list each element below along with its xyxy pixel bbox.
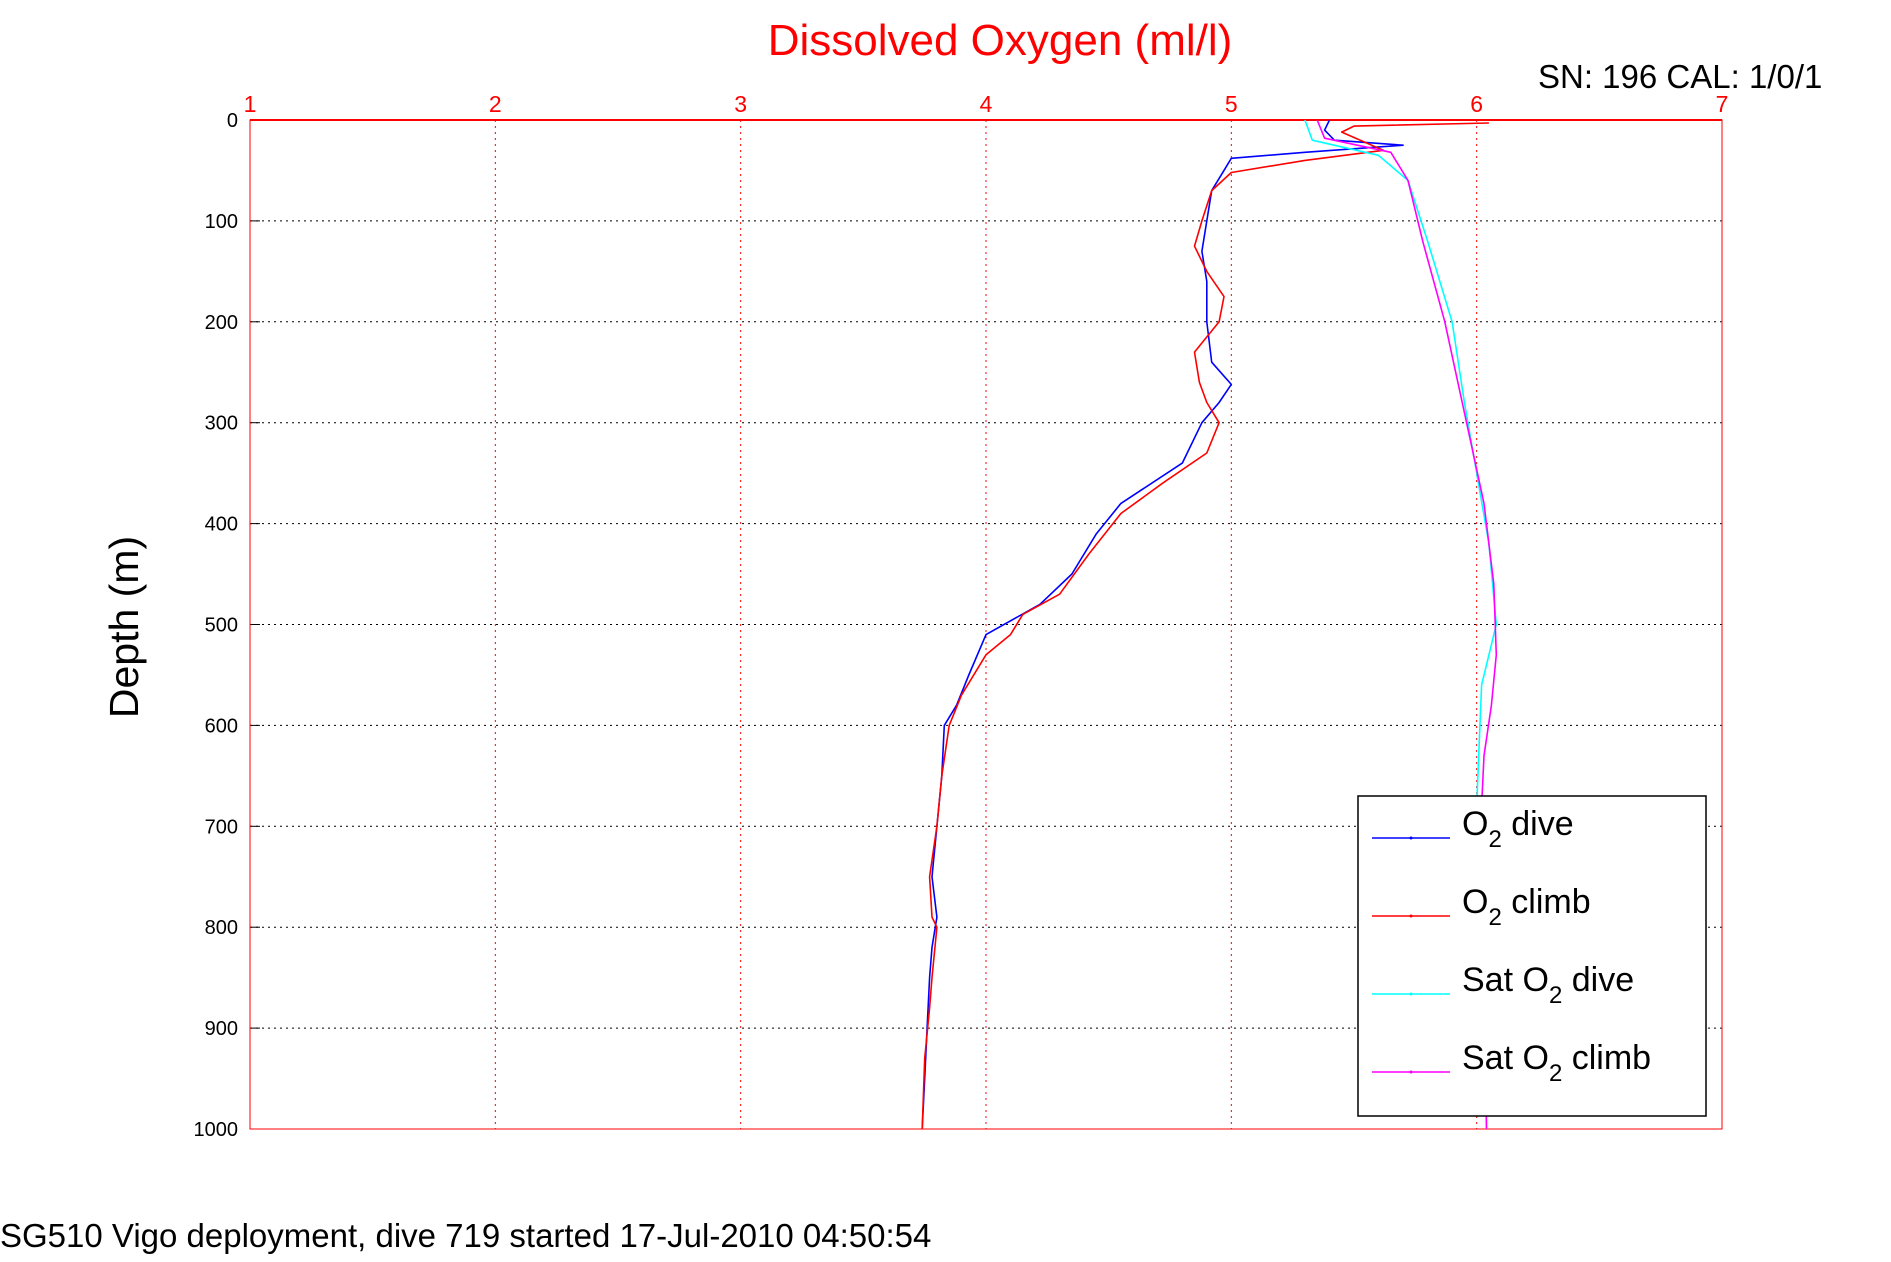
x-tick-label: 7 [1716, 91, 1729, 117]
y-tick-label: 300 [205, 413, 238, 435]
legend-swatch-marker [1409, 914, 1413, 918]
legend-entry-label: O2 climb [1462, 883, 1591, 931]
legend-entry-label: Sat O2 dive [1462, 961, 1634, 1009]
legend-box [1357, 795, 1707, 1117]
y-axis-label: Depth (m) [101, 536, 147, 718]
y-tick-label: 400 [205, 514, 238, 536]
y-tick-label: 600 [205, 715, 238, 737]
legend: O2 dive O2 climb Sat O2 dive Sat O2 climb [1357, 795, 1707, 1117]
series-line-1 [921, 122, 1489, 1130]
x-tick-label: 2 [489, 91, 502, 117]
y-tick-label: 0 [227, 110, 238, 132]
y-tick-labels: 0 100 200 300 400 500 600 700 800 900 1000 [194, 110, 239, 1141]
y-tick-label: 700 [205, 816, 238, 838]
footer-caption: SG510 Vigo deployment, dive 719 started … [0, 1217, 931, 1254]
y-tick-label: 500 [205, 615, 238, 637]
x-tick-label: 5 [1225, 91, 1238, 117]
legend-swatch-marker [1409, 836, 1413, 840]
legend-swatch-marker [1409, 1070, 1413, 1074]
y-tick-label: 200 [205, 312, 238, 334]
legend-swatch-marker [1409, 992, 1413, 996]
legend-entry-label: Sat O2 climb [1462, 1039, 1651, 1087]
y-tick-label: 800 [205, 917, 238, 939]
serial-label: SN: 196 CAL: 1/0/1 [1538, 58, 1822, 95]
x-tick-labels: 1 2 3 4 5 6 7 [244, 91, 1729, 117]
series-line-0 [921, 119, 1404, 1130]
x-tick-label: 4 [980, 91, 993, 117]
legend-entry-label: O2 dive [1462, 805, 1574, 853]
chart-title: Dissolved Oxygen (ml/l) [768, 16, 1233, 65]
y-tick-label: 1000 [194, 1119, 239, 1141]
x-tick-label: 1 [244, 91, 257, 117]
y-tick-label: 900 [205, 1018, 238, 1040]
x-tick-label: 6 [1470, 91, 1483, 117]
y-tick-label: 100 [205, 211, 238, 233]
x-tick-label: 3 [734, 91, 747, 117]
